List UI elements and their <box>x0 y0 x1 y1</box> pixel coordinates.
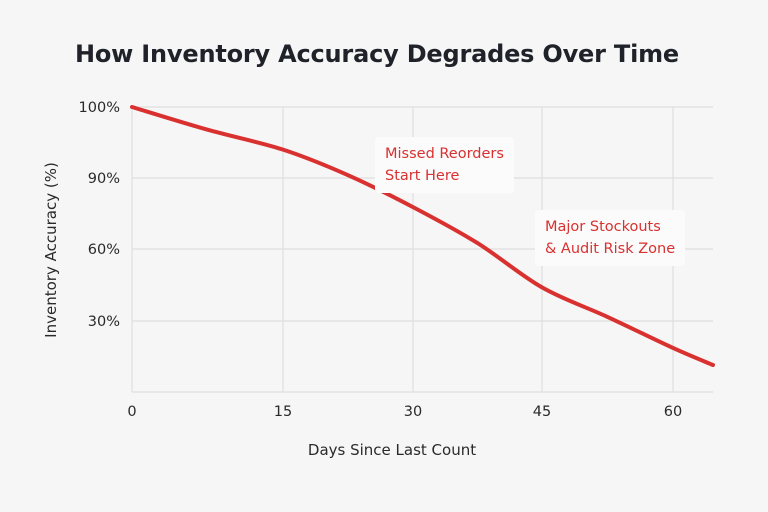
y-tick-label: 60% <box>88 242 120 258</box>
x-tick-label: 15 <box>274 404 292 420</box>
series-line <box>130 105 715 368</box>
y-tick-label: 90% <box>88 171 120 187</box>
tick-labels: 100% 90% 60% 30% 0 15 30 45 60 <box>79 100 683 420</box>
x-tick-label: 45 <box>533 404 551 420</box>
chart-title: How Inventory Accuracy Degrades Over Tim… <box>75 40 679 68</box>
annotation-stockouts: Major Stockouts & Audit Risk Zone <box>535 210 686 266</box>
y-tick-label: 30% <box>88 314 120 330</box>
annotation-line: & Audit Risk Zone <box>545 241 676 257</box>
annotation-missed-reorders: Missed Reorders Start Here <box>375 137 514 193</box>
annotation-line: Start Here <box>385 168 460 184</box>
x-tick-label: 30 <box>404 404 422 420</box>
y-axis-label: Inventory Accuracy (%) <box>42 162 60 338</box>
annotation-line: Missed Reorders <box>385 146 504 162</box>
y-tick-label: 100% <box>79 100 120 116</box>
series <box>130 105 715 368</box>
x-axis-label: Days Since Last Count <box>308 441 476 459</box>
x-tick-label: 60 <box>664 404 682 420</box>
x-tick-label: 0 <box>127 404 136 420</box>
annotation-line: Major Stockouts <box>545 219 661 235</box>
